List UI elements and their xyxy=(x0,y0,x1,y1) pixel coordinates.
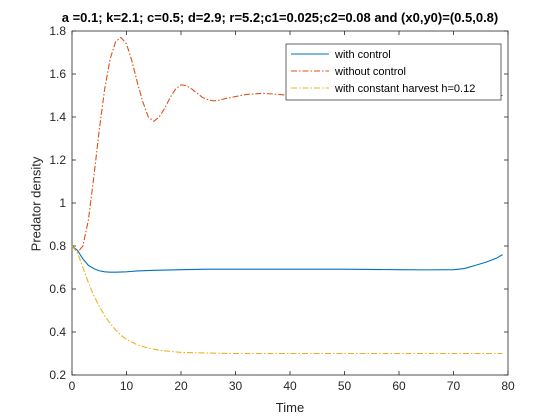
y-tick-label: 0.6 xyxy=(49,282,66,296)
x-tick-label: 0 xyxy=(69,379,76,393)
x-tick-label: 40 xyxy=(283,379,297,393)
y-tick-label: 0.2 xyxy=(49,368,66,382)
chart-title: a =0.1; k=2.1; c=0.5; d=2.9; r=5.2;c1=0.… xyxy=(61,10,499,25)
series-line-3 xyxy=(71,245,503,355)
y-tick-label: 0.4 xyxy=(49,325,66,339)
y-axis-label: Predator density xyxy=(28,156,44,252)
y-tick-label: 1.8 xyxy=(49,24,66,38)
x-tick-label: 10 xyxy=(120,379,134,393)
x-tick-label: 60 xyxy=(392,379,406,393)
x-tick-label: 80 xyxy=(501,379,515,393)
series-line-1 xyxy=(71,245,503,273)
legend-label-2: without control xyxy=(334,66,406,78)
legend: with control without control with constant… xyxy=(285,43,502,101)
legend-box xyxy=(285,43,502,101)
legend-label-3: with constant harvest h=0.12 xyxy=(334,83,475,95)
x-tick-label: 50 xyxy=(338,379,352,393)
x-tick-label: 30 xyxy=(229,379,243,393)
y-tick-label: 1.6 xyxy=(49,67,66,81)
y-tick-label: 1.4 xyxy=(49,110,66,124)
x-tick-label: 70 xyxy=(447,379,461,393)
y-tick-label: 1 xyxy=(59,196,66,210)
y-tick-label: 1.2 xyxy=(49,153,66,167)
legend-label-1: with control xyxy=(334,49,391,61)
x-axis-label: Time xyxy=(275,400,305,415)
y-tick-label: 0.8 xyxy=(49,239,66,253)
axis-ticks: 0 10 20 30 40 50 60 70 80 0.2 0.4 0.6 0.8 1 1.2 1.4 1.6 1… xyxy=(49,24,515,393)
x-tick-label: 20 xyxy=(174,379,188,393)
